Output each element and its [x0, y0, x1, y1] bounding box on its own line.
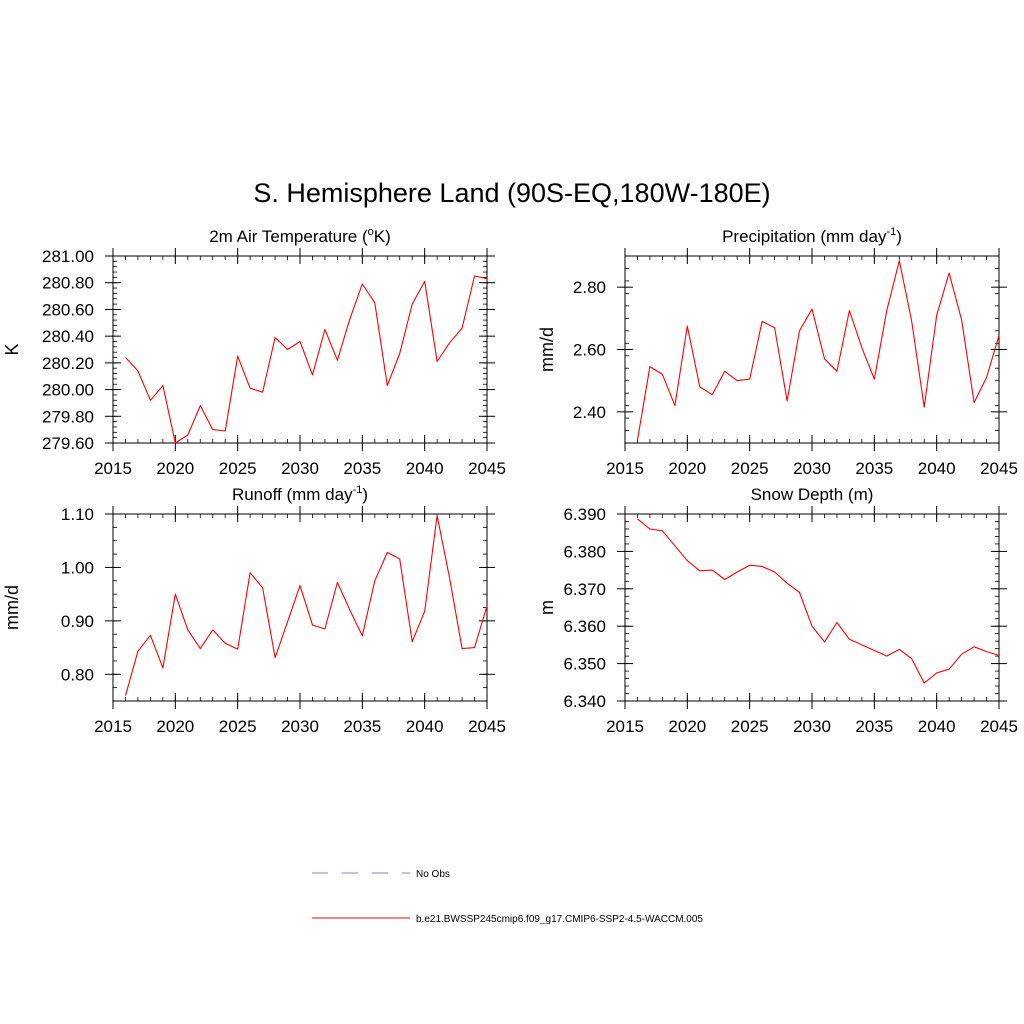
panel-title-suffix: K)	[374, 227, 391, 246]
panel-title-main: 2m Air Temperature (	[209, 227, 368, 246]
y-tick-label: 280.00	[42, 381, 94, 400]
plot-frame	[624, 255, 1000, 444]
y-tick-label: 6.390	[563, 505, 606, 524]
x-tick-label: 2025	[731, 717, 769, 736]
y-tick-label: 2.80	[573, 278, 606, 297]
y-axis-label: m	[537, 600, 557, 615]
legend-model-label: b.e21.BWSSP245cmip6.f09_g17.CMIP6-SSP2-4…	[416, 914, 703, 925]
x-tick-label: 2030	[281, 459, 319, 478]
panel-title: 2m Air Temperature (oK)	[209, 226, 391, 246]
y-tick-label: 1.10	[61, 505, 94, 524]
legend-obs-label: No Obs	[416, 869, 450, 880]
panel-title-main: Precipitation (mm day	[722, 227, 887, 246]
y-tick-label: 281.00	[42, 247, 94, 266]
y-tick-label: 1.00	[61, 558, 94, 577]
y-tick-label: 6.370	[563, 580, 606, 599]
panel-title-superscript: o	[368, 226, 374, 238]
series-line	[125, 275, 488, 444]
panels: 2015 2020 2025 2030 2035 2040 2045 279.60 279.80…	[2, 226, 1018, 736]
x-tick-label: 2045	[468, 717, 506, 736]
x-tick-label: 2040	[406, 459, 444, 478]
panel-title-suffix: )	[896, 227, 902, 246]
y-tick-label: 280.80	[42, 274, 94, 293]
panel-title-superscript: -1	[886, 226, 896, 238]
x-tick-label: 2015	[606, 459, 644, 478]
y-tick-label: 280.20	[42, 354, 94, 373]
x-tick-label: 2020	[668, 717, 706, 736]
y-tick-label: 6.340	[563, 692, 606, 711]
y-tick-label: 0.90	[61, 612, 94, 631]
panel-2: 2015 2020 2025 2030 2035 2040 2045 2.40 2.60 2.80…	[537, 226, 1018, 478]
x-tick-label: 2020	[668, 459, 706, 478]
x-tick-label: 2025	[219, 717, 257, 736]
series-line	[637, 518, 1000, 684]
panel-title: Snow Depth (m)	[751, 485, 874, 504]
x-tick-label: 2040	[918, 717, 956, 736]
x-tick-label: 2045	[980, 459, 1018, 478]
y-axis-label: K	[2, 343, 22, 355]
x-tick-label: 2035	[855, 717, 893, 736]
x-tick-label: 2030	[793, 459, 831, 478]
panel-4: 2015 2020 2025 2030 2035 2040 2045 6.340 6.350 6.…	[537, 485, 1018, 736]
x-tick-label: 2025	[219, 459, 257, 478]
y-tick-label: 6.350	[563, 655, 606, 674]
x-tick-label: 2035	[343, 717, 381, 736]
x-tick-label: 2025	[731, 459, 769, 478]
x-tick-label: 2015	[94, 459, 132, 478]
x-tick-label: 2045	[468, 459, 506, 478]
panel-title-main: Runoff (mm day	[232, 485, 353, 504]
y-tick-label: 2.40	[573, 403, 606, 422]
x-tick-label: 2040	[406, 717, 444, 736]
y-tick-label: 6.360	[563, 617, 606, 636]
panel-3: 2015 2020 2025 2030 2035 2040 2045 0.80 0.90 1.00…	[2, 484, 506, 736]
x-tick-label: 2015	[606, 717, 644, 736]
panel-title-main: Snow Depth (m)	[751, 485, 874, 504]
y-tick-label: 6.380	[563, 542, 606, 561]
figure-title: S. Hemisphere Land (90S-EQ,180W-180E)	[253, 178, 770, 208]
panel-title: Runoff (mm day-1)	[232, 484, 368, 504]
x-tick-label: 2030	[793, 717, 831, 736]
y-axis-label: mm/d	[537, 327, 557, 372]
series-line	[124, 515, 488, 696]
x-tick-label: 2015	[94, 717, 132, 736]
y-axis-label: mm/d	[2, 585, 22, 630]
plot-frame	[112, 513, 488, 702]
plot-frame	[624, 513, 1000, 702]
y-tick-label: 280.40	[42, 327, 94, 346]
series-line	[636, 260, 1000, 440]
y-tick-label: 280.60	[42, 300, 94, 319]
y-tick-label: 279.60	[42, 434, 94, 453]
x-tick-label: 2030	[281, 717, 319, 736]
x-tick-label: 2045	[980, 717, 1018, 736]
legend: No Obs b.e21.BWSSP245cmip6.f09_g17.CMIP6…	[312, 869, 703, 925]
x-tick-label: 2035	[855, 459, 893, 478]
y-tick-label: 0.80	[61, 665, 94, 684]
panel-title-superscript: -1	[353, 484, 363, 496]
y-tick-label: 279.80	[42, 407, 94, 426]
x-tick-label: 2040	[918, 459, 956, 478]
x-tick-label: 2020	[156, 717, 194, 736]
panel-title: Precipitation (mm day-1)	[722, 226, 902, 246]
x-tick-label: 2020	[156, 459, 194, 478]
panel-1: 2015 2020 2025 2030 2035 2040 2045 279.60 279.80…	[2, 226, 506, 478]
x-tick-label: 2035	[343, 459, 381, 478]
panel-title-suffix: )	[362, 485, 368, 504]
y-tick-label: 2.60	[573, 341, 606, 360]
